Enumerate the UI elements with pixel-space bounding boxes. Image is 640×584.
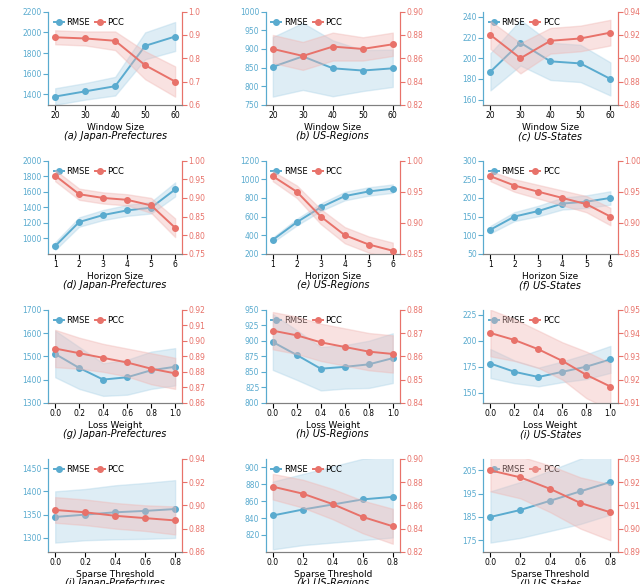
X-axis label: Loss Weight: Loss Weight <box>524 421 577 430</box>
Title: (k) US-Regions: (k) US-Regions <box>297 578 369 584</box>
Title: (h) US-Regions: (h) US-Regions <box>296 429 369 439</box>
Legend: RMSE, PCC: RMSE, PCC <box>270 314 344 326</box>
Title: (d) Japan-Prefectures: (d) Japan-Prefectures <box>63 280 167 290</box>
Title: (c) US-States: (c) US-States <box>518 131 582 141</box>
X-axis label: Sparse Threshold: Sparse Threshold <box>294 570 372 579</box>
Title: (l) US-States: (l) US-States <box>520 578 581 584</box>
Title: (e) US-Regions: (e) US-Regions <box>296 280 369 290</box>
Legend: RMSE, PCC: RMSE, PCC <box>270 165 344 177</box>
X-axis label: Window Size: Window Size <box>304 123 362 132</box>
Legend: RMSE, PCC: RMSE, PCC <box>52 16 126 28</box>
Legend: RMSE, PCC: RMSE, PCC <box>488 463 561 475</box>
Legend: RMSE, PCC: RMSE, PCC <box>52 314 126 326</box>
Title: (b) US-Regions: (b) US-Regions <box>296 131 369 141</box>
X-axis label: Sparse Threshold: Sparse Threshold <box>76 570 154 579</box>
Legend: RMSE, PCC: RMSE, PCC <box>270 463 344 475</box>
X-axis label: Horizon Size: Horizon Size <box>87 272 143 281</box>
X-axis label: Horizon Size: Horizon Size <box>522 272 579 281</box>
X-axis label: Window Size: Window Size <box>86 123 144 132</box>
Legend: RMSE, PCC: RMSE, PCC <box>52 463 126 475</box>
X-axis label: Horizon Size: Horizon Size <box>305 272 361 281</box>
Title: (g) Japan-Prefectures: (g) Japan-Prefectures <box>63 429 167 439</box>
Title: (f) US-States: (f) US-States <box>520 280 581 290</box>
Legend: RMSE, PCC: RMSE, PCC <box>488 16 561 28</box>
Title: (j) Japan-Prefectures: (j) Japan-Prefectures <box>65 578 165 584</box>
Legend: RMSE, PCC: RMSE, PCC <box>270 16 344 28</box>
X-axis label: Loss Weight: Loss Weight <box>306 421 360 430</box>
X-axis label: Sparse Threshold: Sparse Threshold <box>511 570 589 579</box>
X-axis label: Window Size: Window Size <box>522 123 579 132</box>
Legend: RMSE, PCC: RMSE, PCC <box>52 165 126 177</box>
X-axis label: Loss Weight: Loss Weight <box>88 421 142 430</box>
Legend: RMSE, PCC: RMSE, PCC <box>488 314 561 326</box>
Legend: RMSE, PCC: RMSE, PCC <box>488 165 561 177</box>
Title: (a) Japan-Prefectures: (a) Japan-Prefectures <box>63 131 167 141</box>
Title: (i) US-States: (i) US-States <box>520 429 581 439</box>
